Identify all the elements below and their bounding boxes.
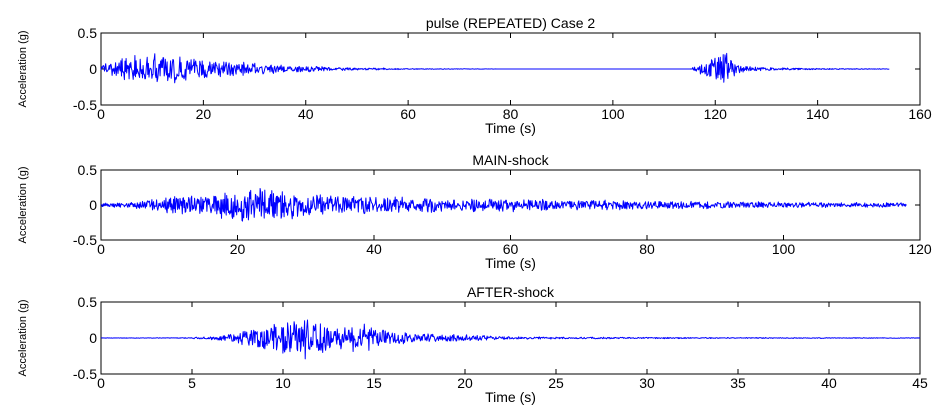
x-tick-label: 40 [821, 375, 837, 391]
x-tick-label: 40 [298, 106, 314, 122]
acceleration-trace [100, 52, 890, 84]
x-tick-label: 0 [97, 106, 105, 122]
acceleration-trace [100, 188, 907, 222]
y-axis-label: Acceleration (g) [17, 166, 29, 243]
x-tick-label: 0 [97, 241, 105, 257]
x-tick-label: 20 [230, 241, 246, 257]
acceleration-trace [101, 319, 921, 360]
x-tick-label: 160 [908, 106, 932, 122]
x-tick-label: 60 [400, 106, 416, 122]
x-tick-label: 35 [730, 375, 746, 391]
x-tick-label: 60 [503, 241, 519, 257]
x-axis-label: Time (s) [485, 255, 536, 271]
x-tick-label: 140 [806, 106, 830, 122]
x-tick-label: 100 [601, 106, 625, 122]
x-tick-label: 0 [97, 375, 105, 391]
chart-title: MAIN-shock [472, 152, 549, 168]
y-tick-label: 0.5 [78, 25, 98, 41]
x-tick-label: 120 [908, 241, 932, 257]
y-tick-label: -0.5 [73, 232, 97, 248]
y-tick-label: 0 [89, 330, 97, 346]
x-tick-label: 30 [639, 375, 655, 391]
y-axis-label: Acceleration (g) [17, 30, 29, 107]
x-tick-label: 120 [704, 106, 728, 122]
y-axis-label: Acceleration (g) [17, 299, 29, 376]
y-tick-label: -0.5 [73, 366, 97, 382]
y-tick-label: 0 [89, 61, 97, 77]
y-tick-label: -0.5 [73, 97, 97, 113]
x-axis-label: Time (s) [485, 389, 536, 405]
x-tick-label: 45 [912, 375, 928, 391]
x-tick-label: 80 [639, 241, 655, 257]
chart-title: pulse (REPEATED) Case 2 [426, 15, 596, 31]
x-tick-label: 20 [457, 375, 473, 391]
x-axis-label: Time (s) [485, 120, 536, 136]
x-tick-label: 15 [366, 375, 382, 391]
y-tick-label: 0.5 [78, 294, 98, 310]
x-tick-label: 40 [366, 241, 382, 257]
x-tick-label: 100 [772, 241, 796, 257]
x-tick-label: 10 [275, 375, 291, 391]
chart-title: AFTER-shock [467, 284, 555, 300]
x-tick-label: 5 [188, 375, 196, 391]
x-tick-label: 80 [503, 106, 519, 122]
x-tick-label: 25 [548, 375, 564, 391]
x-tick-label: 20 [196, 106, 212, 122]
y-tick-label: 0 [89, 197, 97, 213]
subplot-1: pulse (REPEATED) Case 2 0 20 40 60 80 100 120 14… [17, 15, 932, 136]
y-tick-label: 0.5 [78, 162, 98, 178]
